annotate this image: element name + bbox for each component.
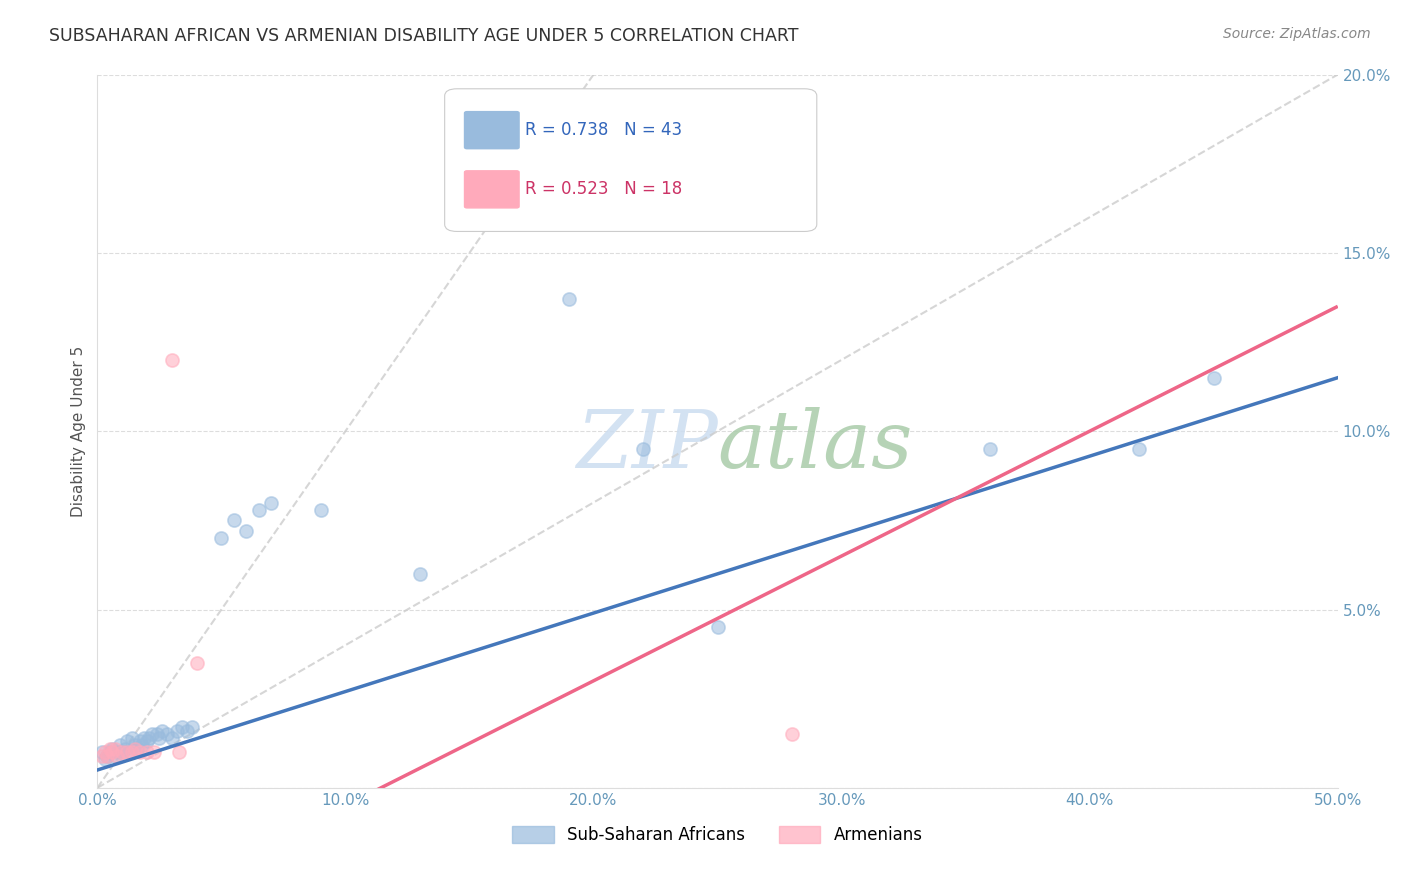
Point: [136, 745, 159, 759]
Point: [98, 745, 121, 759]
Point: [105, 745, 128, 759]
Point: [131, 738, 153, 752]
Text: ZIP: ZIP: [576, 407, 717, 484]
Point: [180, 720, 202, 734]
Point: [104, 741, 127, 756]
Point: [118, 745, 141, 759]
FancyBboxPatch shape: [464, 112, 519, 149]
Text: R = 0.738   N = 43: R = 0.738 N = 43: [526, 121, 682, 139]
Point: [170, 720, 193, 734]
Text: atlas: atlas: [717, 407, 912, 484]
Point: [1128, 442, 1150, 456]
Point: [557, 292, 579, 306]
Point: [115, 745, 138, 759]
Point: [260, 495, 283, 509]
Point: [115, 734, 138, 748]
Point: [96, 748, 118, 763]
Point: [136, 734, 159, 748]
Point: [124, 741, 146, 756]
Point: [111, 745, 134, 759]
Point: [979, 442, 1001, 456]
Point: [98, 741, 121, 756]
Point: [631, 442, 654, 456]
Point: [166, 723, 188, 738]
Legend: Sub-Saharan Africans, Armenians: Sub-Saharan Africans, Armenians: [512, 825, 922, 844]
Point: [114, 741, 136, 756]
Point: [222, 513, 245, 527]
Point: [141, 727, 163, 741]
Point: [156, 727, 179, 741]
Point: [108, 738, 131, 752]
Point: [167, 745, 190, 759]
Text: R = 0.523   N = 18: R = 0.523 N = 18: [526, 179, 682, 198]
Point: [160, 352, 183, 367]
FancyBboxPatch shape: [444, 89, 817, 231]
Point: [247, 502, 270, 516]
Point: [91, 745, 114, 759]
Point: [1202, 370, 1225, 384]
Point: [409, 566, 432, 581]
Point: [104, 748, 127, 763]
Point: [209, 531, 232, 545]
Point: [101, 745, 124, 759]
Point: [121, 745, 143, 759]
Point: [143, 745, 166, 759]
Point: [94, 752, 117, 766]
Text: SUBSAHARAN AFRICAN VS ARMENIAN DISABILITY AGE UNDER 5 CORRELATION CHART: SUBSAHARAN AFRICAN VS ARMENIAN DISABILIT…: [49, 27, 799, 45]
Text: Source: ZipAtlas.com: Source: ZipAtlas.com: [1223, 27, 1371, 41]
Point: [150, 723, 173, 738]
Point: [235, 524, 257, 538]
Point: [134, 731, 156, 745]
Point: [706, 620, 728, 634]
Point: [780, 727, 803, 741]
Point: [125, 741, 148, 756]
Point: [186, 656, 208, 670]
Point: [128, 745, 150, 759]
Point: [128, 734, 150, 748]
Point: [96, 748, 118, 763]
Y-axis label: Disability Age Under 5: Disability Age Under 5: [72, 345, 86, 516]
Point: [94, 745, 117, 759]
Point: [91, 748, 114, 763]
Point: [105, 748, 128, 763]
Point: [176, 723, 198, 738]
Point: [121, 731, 143, 745]
Point: [148, 731, 170, 745]
Point: [101, 741, 124, 756]
FancyBboxPatch shape: [464, 170, 519, 208]
Point: [124, 738, 146, 752]
Point: [309, 502, 332, 516]
Point: [111, 745, 134, 759]
Point: [146, 727, 169, 741]
Point: [160, 731, 183, 745]
Point: [138, 731, 160, 745]
